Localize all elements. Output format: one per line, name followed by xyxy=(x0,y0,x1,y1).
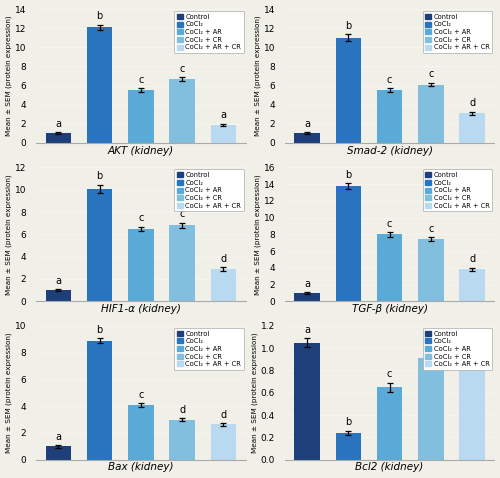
Text: b: b xyxy=(96,172,103,181)
Legend: Control, CoCl₂, CoCl₂ + AR, CoCl₂ + CR, CoCl₂ + AR + CR: Control, CoCl₂, CoCl₂ + AR, CoCl₂ + CR, … xyxy=(174,170,244,211)
X-axis label: Bcl2 (kidney): Bcl2 (kidney) xyxy=(356,462,424,472)
Bar xyxy=(377,234,402,301)
Text: c: c xyxy=(387,75,392,85)
Text: c: c xyxy=(387,369,392,380)
Bar xyxy=(460,270,485,301)
Bar xyxy=(460,113,485,143)
Text: a: a xyxy=(56,276,62,286)
Text: b: b xyxy=(345,417,352,427)
Bar xyxy=(170,226,195,301)
Text: c: c xyxy=(138,213,143,223)
Bar xyxy=(210,269,236,301)
Bar xyxy=(377,387,402,460)
Text: d: d xyxy=(428,340,434,350)
Legend: Control, CoCl₂, CoCl₂ + AR, CoCl₂ + CR, CoCl₂ + AR + CR: Control, CoCl₂, CoCl₂ + AR, CoCl₂ + CR, … xyxy=(174,11,244,53)
Bar xyxy=(170,79,195,143)
Text: d: d xyxy=(469,343,475,353)
X-axis label: HIF1-α (kidney): HIF1-α (kidney) xyxy=(101,304,181,314)
Legend: Control, CoCl₂, CoCl₂ + AR, CoCl₂ + CR, CoCl₂ + AR + CR: Control, CoCl₂, CoCl₂ + AR, CoCl₂ + CR, … xyxy=(422,328,492,370)
Bar xyxy=(46,446,71,460)
Text: b: b xyxy=(96,11,103,22)
Bar xyxy=(128,90,154,143)
Text: c: c xyxy=(180,64,185,74)
Text: a: a xyxy=(304,119,310,129)
Text: d: d xyxy=(469,98,475,109)
X-axis label: Smad-2 (kidney): Smad-2 (kidney) xyxy=(346,146,432,156)
Bar xyxy=(210,424,236,460)
Text: c: c xyxy=(428,224,434,234)
Bar xyxy=(87,189,112,301)
Bar xyxy=(418,358,444,460)
Legend: Control, CoCl₂, CoCl₂ + AR, CoCl₂ + CR, CoCl₂ + AR + CR: Control, CoCl₂, CoCl₂ + AR, CoCl₂ + CR, … xyxy=(422,11,492,53)
Y-axis label: Mean ± SEM (protein expression): Mean ± SEM (protein expression) xyxy=(252,333,258,453)
Bar xyxy=(128,229,154,301)
Text: c: c xyxy=(138,75,143,85)
Bar xyxy=(377,90,402,143)
X-axis label: Bax (kidney): Bax (kidney) xyxy=(108,462,174,472)
Bar xyxy=(336,433,361,460)
Bar xyxy=(336,38,361,143)
Bar xyxy=(294,343,320,460)
Bar xyxy=(336,186,361,301)
Legend: Control, CoCl₂, CoCl₂ + AR, CoCl₂ + CR, CoCl₂ + AR + CR: Control, CoCl₂, CoCl₂ + AR, CoCl₂ + CR, … xyxy=(422,170,492,211)
Bar xyxy=(46,133,71,143)
Bar xyxy=(128,405,154,460)
Text: c: c xyxy=(428,69,434,79)
Text: d: d xyxy=(220,254,226,264)
Bar xyxy=(418,239,444,301)
Bar xyxy=(460,360,485,460)
Bar xyxy=(418,85,444,143)
Text: a: a xyxy=(56,432,62,442)
Text: c: c xyxy=(138,390,143,400)
Text: d: d xyxy=(179,405,186,415)
Text: c: c xyxy=(387,218,392,228)
X-axis label: AKT (kidney): AKT (kidney) xyxy=(108,146,174,156)
Bar xyxy=(170,420,195,460)
X-axis label: TGF-β (kidney): TGF-β (kidney) xyxy=(352,304,428,314)
Text: a: a xyxy=(56,119,62,129)
Bar xyxy=(87,27,112,143)
Text: b: b xyxy=(345,21,352,31)
Text: b: b xyxy=(96,325,103,335)
Y-axis label: Mean ± SEM (protein expression): Mean ± SEM (protein expression) xyxy=(254,174,260,294)
Text: c: c xyxy=(180,209,185,219)
Y-axis label: Mean ± SEM (protein expression): Mean ± SEM (protein expression) xyxy=(6,174,12,294)
Y-axis label: Mean ± SEM (protein expression): Mean ± SEM (protein expression) xyxy=(254,16,260,136)
Bar xyxy=(87,341,112,460)
Text: d: d xyxy=(220,410,226,420)
Text: b: b xyxy=(345,170,352,180)
Legend: Control, CoCl₂, CoCl₂ + AR, CoCl₂ + CR, CoCl₂ + AR + CR: Control, CoCl₂, CoCl₂ + AR, CoCl₂ + CR, … xyxy=(174,328,244,370)
Bar xyxy=(210,125,236,143)
Bar xyxy=(294,293,320,301)
Y-axis label: Mean ± SEM (protein expression): Mean ± SEM (protein expression) xyxy=(6,333,12,453)
Text: a: a xyxy=(304,279,310,289)
Text: a: a xyxy=(220,110,226,120)
Bar xyxy=(46,290,71,301)
Bar xyxy=(294,133,320,143)
Text: a: a xyxy=(304,325,310,335)
Y-axis label: Mean ± SEM (protein expression): Mean ± SEM (protein expression) xyxy=(6,16,12,136)
Text: d: d xyxy=(469,254,475,264)
